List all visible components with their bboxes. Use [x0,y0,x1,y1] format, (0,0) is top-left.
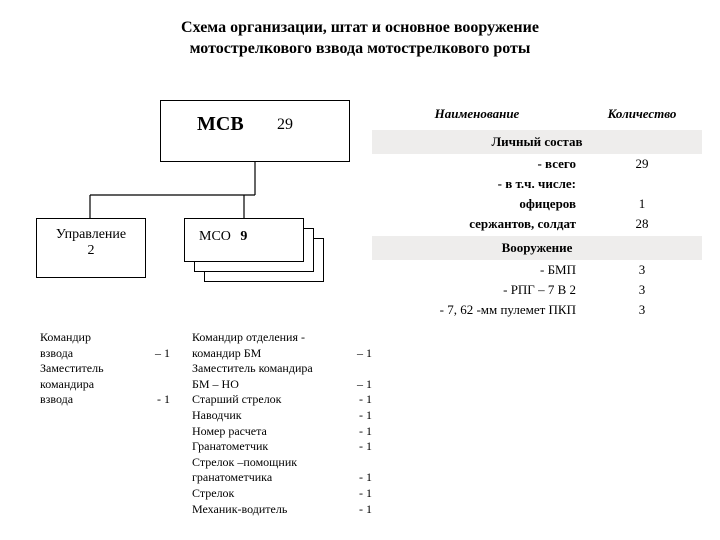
list-item: взвода– 1 [40,346,170,362]
upravlenie-label: Управление [56,227,126,242]
page-title: Схема организации, штат и основное воору… [0,18,720,60]
list-item: гранатометчика- 1 [192,470,372,486]
mso-details: Командир отделения - командир БМ– 1 Заме… [192,330,372,517]
list-item: Номер расчета- 1 [192,424,372,440]
row-name: - РПГ – 7 В 2 [372,282,582,298]
list-item: Механик-водитель- 1 [192,502,372,518]
list-item: командира [40,377,170,393]
table-row: - РПГ – 7 В 2 3 [372,280,702,300]
table-header: Наименование Количество [372,100,702,128]
row-name: офицеров [372,196,582,212]
table-row: - БМП 3 [372,260,702,280]
list-item: Командир отделения - [192,330,372,346]
row-name: - 7, 62 -мм пулемет ПКП [372,302,582,318]
mso-count: 9 [240,229,247,244]
upravlenie-count: 2 [88,243,95,258]
upravlenie-node: Управление 2 [36,218,146,278]
msv-label: МСВ [197,113,244,136]
row-qty: 28 [582,216,702,232]
table-row: - в т.ч. числе: [372,174,702,194]
list-item: взвода- 1 [40,392,170,408]
list-item: Заместитель командира [192,361,372,377]
summary-table: Наименование Количество Личный состав - … [372,100,702,320]
list-item: Наводчик- 1 [192,408,372,424]
row-qty: 3 [582,282,702,298]
mso-node: МСО 9 [184,218,304,262]
section-title: Личный состав [372,130,702,154]
header-name: Наименование [372,100,582,128]
list-item: Командир [40,330,170,346]
table-row: - всего 29 [372,154,702,174]
table-row: офицеров 1 [372,194,702,214]
row-name: - БМП [372,262,582,278]
upravlenie-details: Командир взвода– 1 Заместитель командира… [40,330,170,408]
title-line1: Схема организации, штат и основное воору… [181,19,539,36]
msv-node: МСВ 29 [160,100,350,162]
msv-count: 29 [277,116,293,134]
list-item: Гранатометчик- 1 [192,439,372,455]
row-qty: 1 [582,196,702,212]
title-line2: мотострелкового взвода мотострелкового р… [190,40,531,57]
list-item: Стрелок- 1 [192,486,372,502]
row-qty: 3 [582,262,702,278]
list-item: Стрелок –помощник [192,455,372,471]
row-qty: 29 [582,156,702,172]
table-row: - 7, 62 -мм пулемет ПКП 3 [372,300,702,320]
row-name: - всего [372,156,582,172]
section-title: Вооружение [372,236,702,260]
row-name: - в т.ч. числе: [372,176,582,192]
list-item: БМ – НО– 1 [192,377,372,393]
table-row: сержантов, солдат 28 [372,214,702,234]
row-qty: 3 [582,302,702,318]
list-item: командир БМ– 1 [192,346,372,362]
row-name: сержантов, солдат [372,216,582,232]
mso-label: МСО [199,229,231,244]
header-qty: Количество [582,100,702,128]
list-item: Заместитель [40,361,170,377]
list-item: Старший стрелок- 1 [192,392,372,408]
row-qty [582,176,702,192]
